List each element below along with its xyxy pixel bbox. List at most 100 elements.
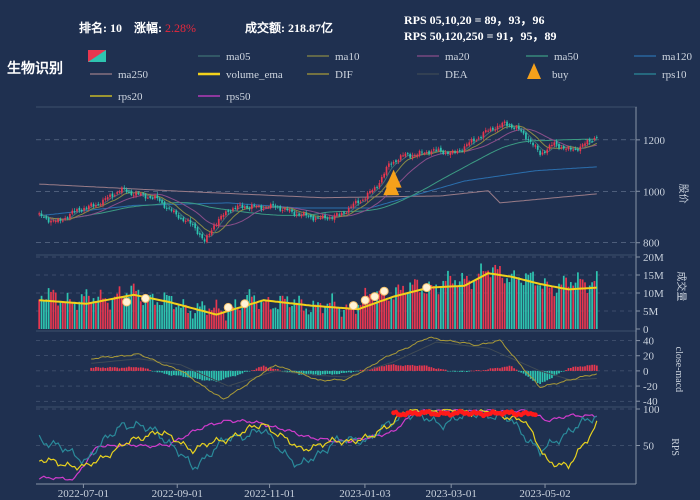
volume-bar xyxy=(510,273,513,329)
candle-body xyxy=(527,138,530,141)
candle-body xyxy=(380,177,383,183)
volume-bar xyxy=(430,284,433,329)
volume-bar xyxy=(116,293,119,329)
macd-hist-bar xyxy=(168,370,170,376)
candle-body xyxy=(362,199,364,201)
volume-panel xyxy=(38,263,598,329)
ma120-line xyxy=(39,166,597,217)
legend-label-rps50: rps50 xyxy=(226,91,251,103)
volume-bar xyxy=(579,278,582,329)
macd-hist-bar xyxy=(258,367,260,371)
candle-body xyxy=(347,208,350,213)
candle-body xyxy=(64,218,67,220)
macd-hist-bar xyxy=(468,370,471,372)
candle-body xyxy=(489,128,492,131)
candle-body xyxy=(444,152,447,154)
candle-body xyxy=(111,193,114,197)
macd-hist-bar xyxy=(144,368,147,371)
candle-body xyxy=(59,219,62,221)
macd-hist-bar xyxy=(454,370,456,372)
volume-bar xyxy=(395,287,397,329)
volume-bar xyxy=(425,293,428,329)
candle-body xyxy=(558,143,560,149)
volume-bar xyxy=(163,292,166,329)
volume-signal-dot xyxy=(370,292,380,302)
macd-hist-bar xyxy=(222,370,225,380)
volume-bar xyxy=(451,283,454,329)
macd-hist-bar xyxy=(477,370,480,371)
volume-bar xyxy=(376,291,378,329)
volume-bar xyxy=(364,287,367,329)
macd-hist-bar xyxy=(345,370,348,373)
volume-signal-dot xyxy=(141,293,151,303)
macd-hist-bar xyxy=(307,370,310,374)
candle-body xyxy=(154,195,156,199)
candle-body xyxy=(584,143,586,146)
candle-body xyxy=(466,144,468,147)
macd-hist-bar xyxy=(380,365,383,371)
candle-body xyxy=(314,218,317,220)
volume-bar xyxy=(262,302,265,329)
macd-hist-bar xyxy=(581,366,584,371)
volume-bar xyxy=(541,288,544,329)
candle-body xyxy=(156,195,159,199)
macd-hist-bar xyxy=(414,365,416,371)
macd-hist-bar xyxy=(109,366,111,371)
volume-signal-dot xyxy=(379,286,389,296)
turnover-value: 218.87亿 xyxy=(288,21,334,35)
macd-hist-bar xyxy=(232,370,234,377)
candle-body xyxy=(428,151,430,154)
macd-hist-bar xyxy=(388,364,390,371)
candle-body xyxy=(57,218,59,223)
macd-hist-bar xyxy=(189,370,192,379)
candle-body xyxy=(515,126,518,129)
candle-body xyxy=(97,204,100,206)
macd-hist-bar xyxy=(546,370,549,381)
candle-body xyxy=(539,150,541,155)
macd-hist-bar xyxy=(562,370,565,372)
volume-bar xyxy=(562,275,565,329)
macd-hist-bar xyxy=(220,370,222,381)
volume-bar xyxy=(90,303,93,329)
volume-bar xyxy=(300,299,303,329)
volume-bar xyxy=(369,293,371,329)
volume-bar xyxy=(359,305,362,329)
volume-bar xyxy=(125,293,128,329)
volume-bar xyxy=(73,301,76,329)
volume-bar xyxy=(584,282,586,329)
volume-bar xyxy=(61,302,64,329)
candle-body xyxy=(161,200,163,203)
volume-bar xyxy=(347,308,350,329)
macd-hist-bar xyxy=(517,370,520,372)
volume-bar xyxy=(513,270,515,329)
macd-hist-bar xyxy=(480,370,482,372)
volume-bar xyxy=(506,278,508,329)
volume-bar xyxy=(293,299,296,329)
macd-hist-bar xyxy=(147,368,149,371)
candle-body xyxy=(399,155,402,160)
candle-body xyxy=(440,147,442,152)
macd-tick-label: -20 xyxy=(643,381,658,393)
volume-bar xyxy=(447,270,449,329)
macd-hist-bar xyxy=(501,367,504,371)
volume-bar xyxy=(295,302,298,329)
candle-body xyxy=(196,227,199,235)
volume-signal-dot xyxy=(223,302,233,312)
candle-body xyxy=(265,207,267,209)
candle-body xyxy=(548,145,551,150)
volume-bar xyxy=(326,303,329,329)
volume-bar xyxy=(187,312,189,329)
dif-line xyxy=(91,336,597,400)
macd-hist-bar xyxy=(473,370,475,372)
macd-hist-bar xyxy=(310,370,312,374)
candle-body xyxy=(239,204,241,206)
macd-hist-bar xyxy=(449,370,452,372)
candle-body xyxy=(525,132,527,140)
candle-body xyxy=(588,139,591,142)
macd-hist-bar xyxy=(444,369,447,371)
candle-body xyxy=(310,214,312,218)
candle-body xyxy=(139,193,142,196)
volume-bar xyxy=(546,281,549,329)
volume-bar xyxy=(380,290,383,329)
macd-hist-bar xyxy=(156,370,159,373)
